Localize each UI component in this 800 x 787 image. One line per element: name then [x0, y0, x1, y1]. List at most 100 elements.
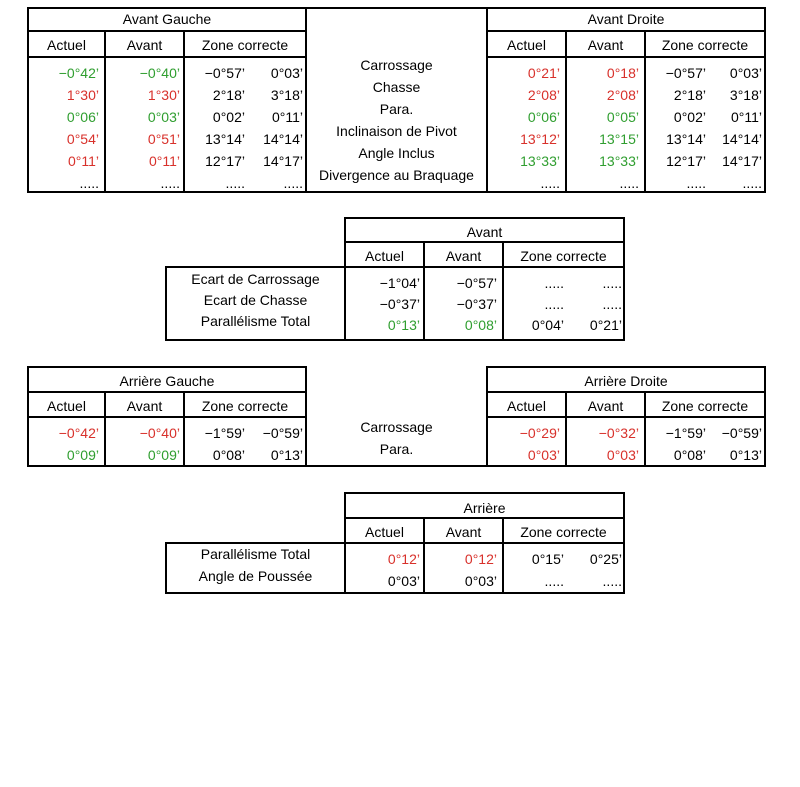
rear-divider [27, 465, 766, 467]
column-header-avant: Avant [587, 37, 624, 53]
zone-max-value: 0°13’ [729, 447, 762, 463]
rear-left-title: Arrière Gauche [119, 373, 215, 389]
column-header-zone: Zone correcte [661, 37, 749, 53]
actuel-value: 0°06’ [527, 109, 560, 125]
actuel-value: −0°42’ [58, 425, 99, 441]
actuel-value: 0°11’ [67, 153, 99, 169]
divider [565, 30, 567, 192]
divider [423, 241, 425, 340]
zone-max-value: 0°25’ [589, 551, 622, 567]
avant-value: −0°40’ [139, 425, 180, 441]
actuel-value: ..... [79, 175, 99, 191]
zone-min-value: 2°18’ [212, 87, 245, 103]
zone-min-value: 12°17’ [205, 153, 245, 169]
zone-min-value: 2°18’ [673, 87, 706, 103]
actuel-value: 0°21’ [527, 65, 560, 81]
zone-min-value: 0°02’ [212, 109, 245, 125]
measure-label-total-toe: Parallélisme Total [200, 546, 311, 562]
column-header-actuel: Actuel [47, 37, 86, 53]
avant-value: 1°30’ [147, 87, 180, 103]
zone-min-value: ..... [544, 573, 564, 589]
actuel-value: −0°37’ [379, 296, 420, 312]
column-header-avant: Avant [445, 248, 482, 264]
zone-min-value: −0°57’ [204, 65, 245, 81]
zone-max-value: 0°03’ [270, 65, 303, 81]
zone-min-value: ..... [686, 175, 706, 191]
front-axle-labels [165, 266, 346, 341]
avant-value: −0°40’ [139, 65, 180, 81]
avant-value: 0°09’ [147, 447, 180, 463]
zone-min-value: 0°08’ [212, 447, 245, 463]
column-header-avant: Avant [445, 524, 482, 540]
actuel-value: 0°03’ [387, 573, 420, 589]
zone-max-value: 0°11’ [730, 109, 762, 125]
zone-max-value: 3°18’ [729, 87, 762, 103]
divider [486, 416, 766, 418]
column-header-actuel: Actuel [507, 37, 546, 53]
avant-value: 13°15’ [599, 131, 639, 147]
divider [423, 517, 425, 593]
divider [27, 391, 307, 393]
column-header-zone: Zone correcte [520, 248, 607, 264]
avant-value: ..... [619, 175, 639, 191]
zone-min-value: −1°59’ [204, 425, 245, 441]
avant-value: 0°12’ [464, 551, 497, 567]
zone-max-value: ..... [283, 175, 303, 191]
avant-value: 13°33’ [599, 153, 639, 169]
actuel-value: 0°12’ [387, 551, 420, 567]
column-header-avant: Avant [126, 398, 163, 414]
zone-max-value: 14°14’ [263, 131, 303, 147]
zone-min-value: ..... [544, 296, 564, 312]
zone-min-value: 0°15’ [531, 551, 564, 567]
divider [27, 416, 307, 418]
column-header-avant: Avant [126, 37, 163, 53]
divider [502, 241, 504, 340]
avant-value: 0°03’ [606, 447, 639, 463]
divider [27, 56, 307, 58]
avant-value: 0°51’ [147, 131, 180, 147]
avant-value: −0°37’ [456, 296, 497, 312]
measure-label-kingpin: Inclinaison de Pivot [336, 123, 457, 139]
divider [27, 30, 307, 32]
actuel-value: −0°29’ [519, 425, 560, 441]
column-header-zone: Zone correcte [201, 398, 289, 414]
avant-value: 0°11’ [148, 153, 180, 169]
front-left-title: Avant Gauche [122, 11, 212, 27]
zone-min-value: 0°08’ [673, 447, 706, 463]
zone-max-value: −0°59’ [262, 425, 303, 441]
avant-value: 0°03’ [147, 109, 180, 125]
measure-label-caster-diff: Ecart de Chasse [203, 292, 308, 308]
divider [486, 391, 766, 393]
avant-value: 2°08’ [606, 87, 639, 103]
rear-axle-title: Arrière [463, 500, 506, 516]
actuel-value: ..... [540, 175, 560, 191]
zone-min-value: 12°17’ [666, 153, 706, 169]
avant-value: 0°05’ [606, 109, 639, 125]
column-header-actuel: Actuel [365, 524, 404, 540]
zone-min-value: −1°59’ [665, 425, 706, 441]
actuel-value: −0°42’ [58, 65, 99, 81]
avant-value: −0°32’ [598, 425, 639, 441]
front-divider [27, 191, 766, 193]
actuel-value: 2°08’ [527, 87, 560, 103]
actuel-value: −1°04’ [379, 275, 420, 291]
zone-max-value: ..... [602, 573, 622, 589]
zone-max-value: 0°11’ [271, 109, 303, 125]
actuel-value: 0°54’ [66, 131, 99, 147]
front-right-title: Avant Droite [587, 11, 665, 27]
actuel-value: 0°09’ [66, 447, 99, 463]
zone-max-value: 14°17’ [263, 153, 303, 169]
divider [344, 517, 625, 519]
zone-max-value: ..... [602, 275, 622, 291]
divider [486, 30, 766, 32]
divider [344, 542, 625, 544]
divider [486, 56, 766, 58]
divider [644, 391, 646, 466]
avant-value: 0°03’ [464, 573, 497, 589]
zone-max-value: 0°13’ [270, 447, 303, 463]
zone-min-value: 13°14’ [205, 131, 245, 147]
zone-min-value: 0°02’ [673, 109, 706, 125]
zone-max-value: 0°03’ [729, 65, 762, 81]
column-header-actuel: Actuel [365, 248, 404, 264]
avant-value: −0°57’ [456, 275, 497, 291]
